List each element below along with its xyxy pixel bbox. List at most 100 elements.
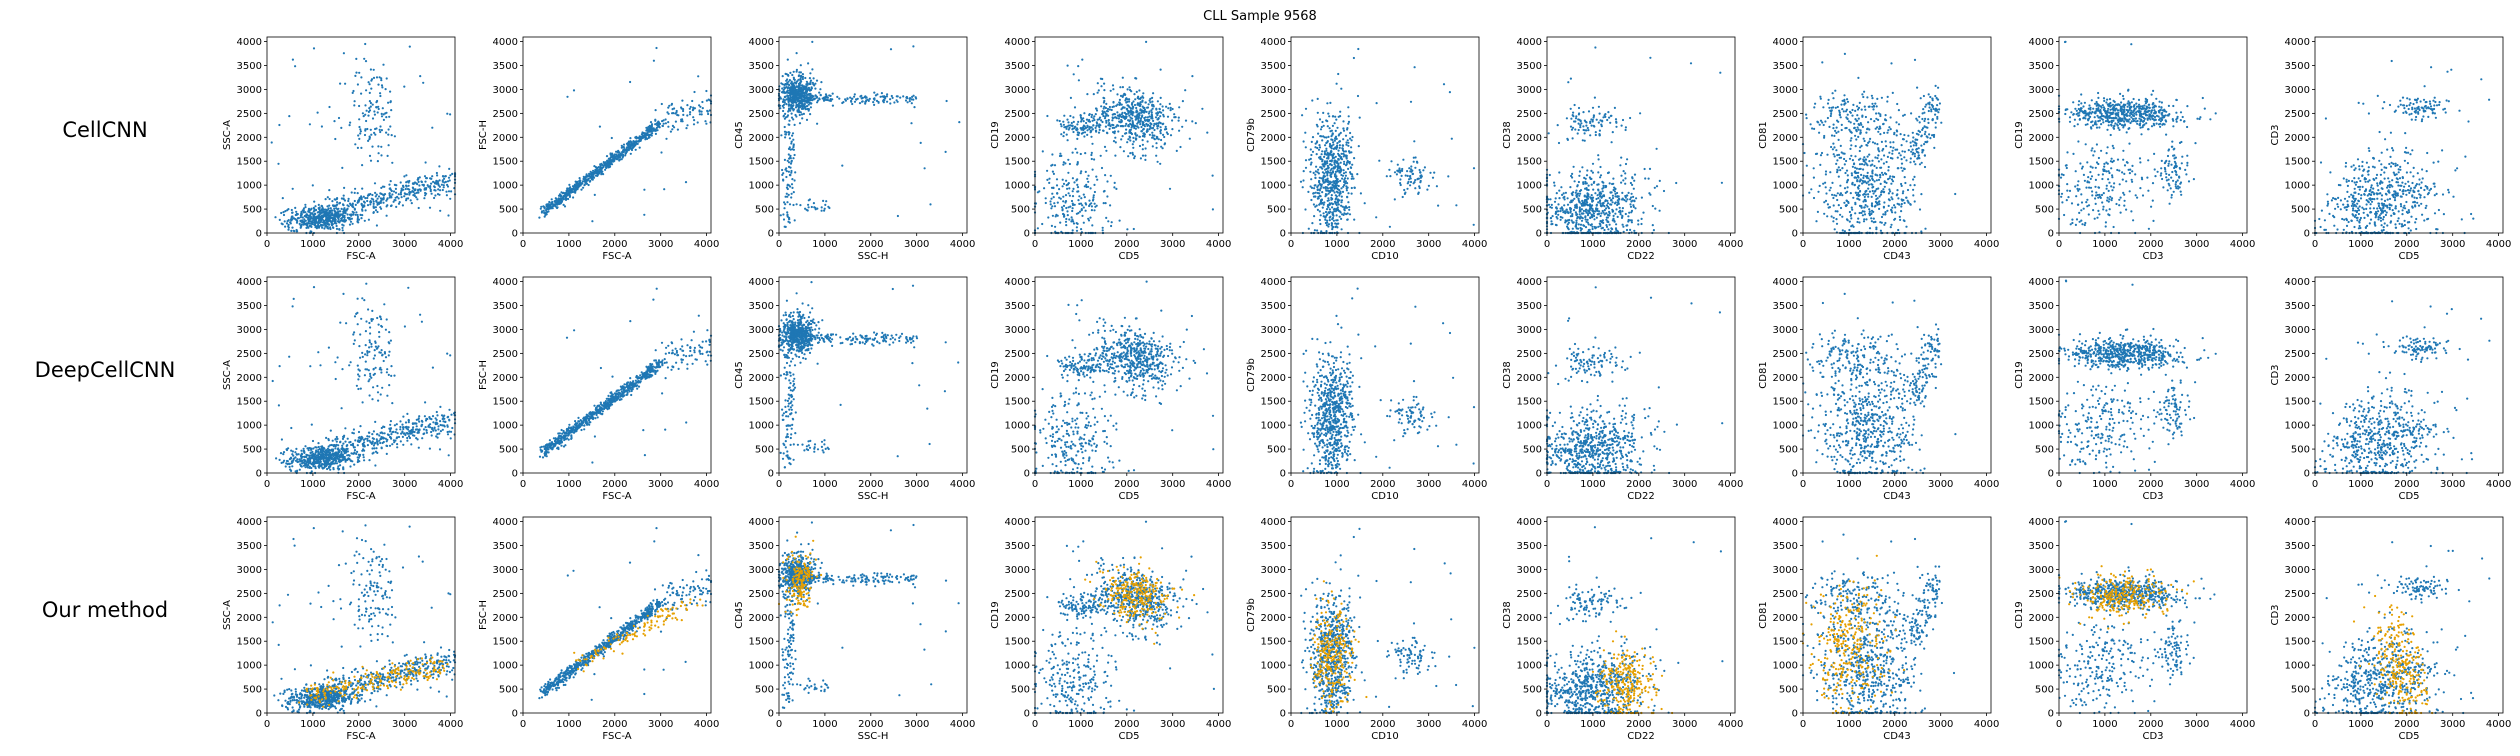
point [1331,139,1333,141]
point [796,85,798,87]
point [1352,178,1354,180]
point [873,99,875,101]
point [1637,220,1639,222]
point [1102,130,1104,132]
point [1070,97,1072,99]
point [1068,206,1070,208]
point [1339,111,1341,113]
point [1055,214,1057,216]
point [334,221,336,223]
point [1327,136,1329,138]
point [1338,171,1340,173]
point [1320,185,1322,187]
point [1317,184,1319,186]
point [1071,216,1073,218]
point [1339,147,1341,149]
point [410,199,412,201]
point [589,181,591,183]
point [1601,220,1603,222]
point [548,201,550,203]
point [315,219,317,221]
y-tick-label: 2500 [749,109,774,120]
point [883,96,885,98]
point [1654,208,1656,210]
point [795,106,797,108]
point [1045,202,1047,204]
point [360,147,362,149]
point [300,220,302,222]
point [1164,142,1166,144]
point [573,89,575,91]
point [1589,216,1591,218]
point [450,190,452,192]
point [1069,115,1071,117]
point [1125,123,1127,125]
point [389,196,391,198]
point [1173,116,1175,118]
point [377,160,379,162]
point [1097,82,1099,84]
point [1139,105,1141,107]
point [1401,175,1403,177]
point [706,100,708,102]
point [324,215,326,217]
point [1054,164,1056,166]
point [1321,184,1323,186]
point [341,227,343,229]
point [1118,115,1120,117]
point [1080,117,1082,119]
point [1332,227,1334,229]
point [1608,207,1610,209]
point [1156,137,1158,139]
point [424,181,426,183]
point [1088,219,1090,221]
point [1132,123,1134,125]
point [1555,197,1557,199]
point [1051,205,1053,207]
point [1132,114,1134,116]
point [1329,187,1331,189]
point [1112,84,1114,86]
point [811,206,813,208]
point [1326,208,1328,210]
point [358,219,360,221]
point [890,48,892,50]
point [373,132,375,134]
point [1579,193,1581,195]
point [1326,174,1328,176]
point [671,103,673,105]
point [1581,208,1583,210]
point [788,124,790,126]
point [821,206,823,208]
point [702,107,704,109]
point [1127,113,1129,115]
point [303,218,305,220]
point [789,72,791,74]
point [793,101,795,103]
point [794,114,796,116]
y-tick-label: 3000 [237,85,262,96]
point [1058,188,1060,190]
point [799,114,801,116]
point [796,203,798,205]
point [1356,173,1358,175]
point [540,206,542,208]
point [646,129,648,131]
point [1159,130,1161,132]
point [1319,223,1321,225]
point [1335,171,1337,173]
point [801,108,803,110]
point [1325,222,1327,224]
point [1331,224,1333,226]
point [787,83,789,85]
point [1147,116,1149,118]
point [792,105,794,107]
point [327,196,329,198]
y-tick-label: 4000 [749,37,774,48]
point [1159,108,1161,110]
point [376,224,378,226]
point [861,97,863,99]
point [1343,130,1345,132]
point [1331,134,1333,136]
point [1050,198,1052,200]
